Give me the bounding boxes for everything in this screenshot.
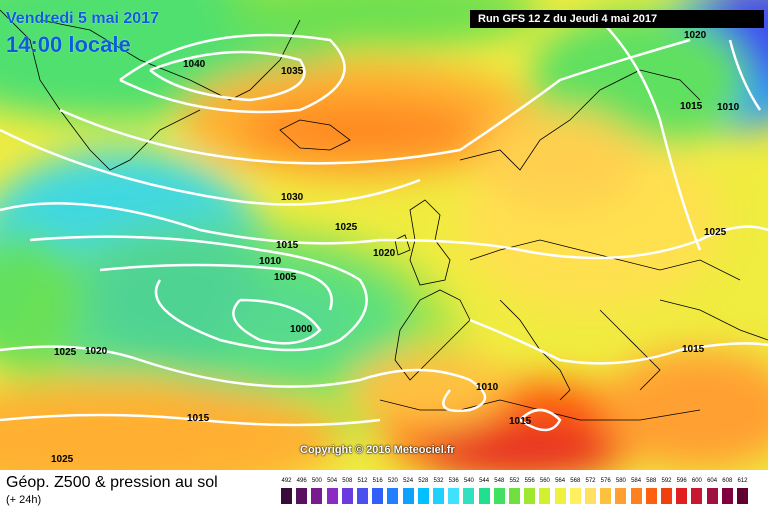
scale-tick-label: 504 <box>327 478 338 484</box>
scale-swatch <box>585 488 596 504</box>
scale-tick-label: 524 <box>403 478 414 484</box>
scale-tick-label: 500 <box>311 478 322 484</box>
isobar-label: 1005 <box>274 272 297 283</box>
scale-swatch <box>417 488 429 504</box>
isobar-label: 1030 <box>281 192 304 203</box>
scale-swatch <box>691 488 703 504</box>
scale-tick-label: 564 <box>555 478 566 484</box>
scale-tick-label: 536 <box>448 478 459 484</box>
scale-tick-label: 492 <box>281 478 292 484</box>
model-run-label: Run GFS 12 Z du Jeudi 4 mai 2017 <box>470 10 764 28</box>
scale-tick-label: 596 <box>676 478 687 484</box>
scale-swatch <box>524 488 536 504</box>
legend-subtitle: (+ 24h) <box>6 494 42 506</box>
scale-swatch <box>357 488 368 504</box>
isobar-label: 1020 <box>85 346 108 357</box>
scale-tick-label: 496 <box>296 478 307 484</box>
scale-swatch <box>296 488 308 504</box>
scale-tick-label: 544 <box>479 478 490 484</box>
isobar-label: 1025 <box>51 454 74 465</box>
legend-title: Géop. Z500 & pression au sol <box>6 474 218 491</box>
isobar-label: 1010 <box>476 382 499 393</box>
scale-swatch <box>341 488 353 504</box>
isobar-label: 1015 <box>187 413 210 424</box>
scale-swatch <box>478 488 490 504</box>
scale-swatch <box>600 488 612 504</box>
scale-tick-label: 560 <box>539 478 550 484</box>
scale-tick-label: 556 <box>524 478 535 484</box>
scale-swatch <box>448 488 460 504</box>
scale-tick-label: 572 <box>585 478 596 484</box>
scale-swatch <box>706 488 718 504</box>
scale-tick-label: 568 <box>570 478 581 484</box>
isobar-label: 1015 <box>509 416 532 427</box>
isobar-label: 1020 <box>684 30 707 41</box>
scale-swatch <box>676 488 688 504</box>
scale-tick-label: 600 <box>691 478 702 484</box>
scale-tick-label: 576 <box>600 478 611 484</box>
isobar-label: 1010 <box>717 102 740 113</box>
forecast-date: Vendredi 5 mai 2017 <box>6 10 159 27</box>
isobar-label: 1025 <box>54 347 77 358</box>
isobar-label: 1020 <box>373 248 396 259</box>
scale-tick-label: 580 <box>615 478 626 484</box>
copyright-text: Copyright © 2016 Meteociel.fr <box>300 444 455 456</box>
scale-tick-label: 528 <box>418 478 429 484</box>
scale-tick-label: 540 <box>463 478 474 484</box>
isobar-label: 1035 <box>281 66 304 77</box>
scale-swatch <box>387 488 399 504</box>
scale-tick-label: 588 <box>646 478 657 484</box>
scale-swatch <box>463 488 475 504</box>
scale-tick-label: 508 <box>342 478 353 484</box>
scale-swatch <box>433 488 444 504</box>
scale-swatch <box>493 488 505 504</box>
isobar-label: 1040 <box>183 59 206 70</box>
scale-swatch <box>615 488 627 504</box>
color-scale: 492 496 500 504 508 512 516 520 524 528 532 536 540 5… <box>281 478 753 508</box>
scale-tick-label: 552 <box>509 478 520 484</box>
scale-swatch <box>326 488 338 504</box>
isobar-label: 1015 <box>682 344 705 355</box>
scale-tick-label: 548 <box>494 478 505 484</box>
isobar-label: 1015 <box>276 240 299 251</box>
isobar-label: 1025 <box>704 227 727 238</box>
forecast-time: 14:00 locale <box>6 32 131 57</box>
scale-swatch <box>737 488 748 504</box>
isobar-label: 1000 <box>290 324 313 335</box>
scale-swatch <box>569 488 581 504</box>
scale-tick-label: 612 <box>737 478 748 484</box>
scale-tick-label: 512 <box>357 478 368 484</box>
isobar-label: 1010 <box>259 256 282 267</box>
scale-tick-label: 604 <box>707 478 718 484</box>
scale-swatch <box>311 488 323 504</box>
scale-tick-label: 584 <box>631 478 642 484</box>
scale-swatch <box>630 488 642 504</box>
scale-tick-label: 592 <box>661 478 672 484</box>
scale-swatch <box>721 488 733 504</box>
scale-tick-label: 608 <box>722 478 733 484</box>
isobar-label: 1015 <box>680 101 703 112</box>
scale-swatch <box>645 488 657 504</box>
scale-swatch <box>372 488 384 504</box>
scale-swatch <box>281 488 292 504</box>
scale-swatch <box>402 488 414 504</box>
scale-tick-label: 532 <box>433 478 444 484</box>
scale-swatch <box>509 488 520 504</box>
scale-swatch <box>539 488 551 504</box>
scale-swatch <box>554 488 566 504</box>
weather-map: 1040 1035 1030 1025 1020 1015 1010 1005 … <box>0 0 768 470</box>
isobars <box>0 19 768 432</box>
scale-tick-label: 516 <box>372 478 383 484</box>
isobar-label: 1025 <box>335 222 358 233</box>
scale-tick-label: 520 <box>387 478 398 484</box>
scale-swatch <box>661 488 672 504</box>
